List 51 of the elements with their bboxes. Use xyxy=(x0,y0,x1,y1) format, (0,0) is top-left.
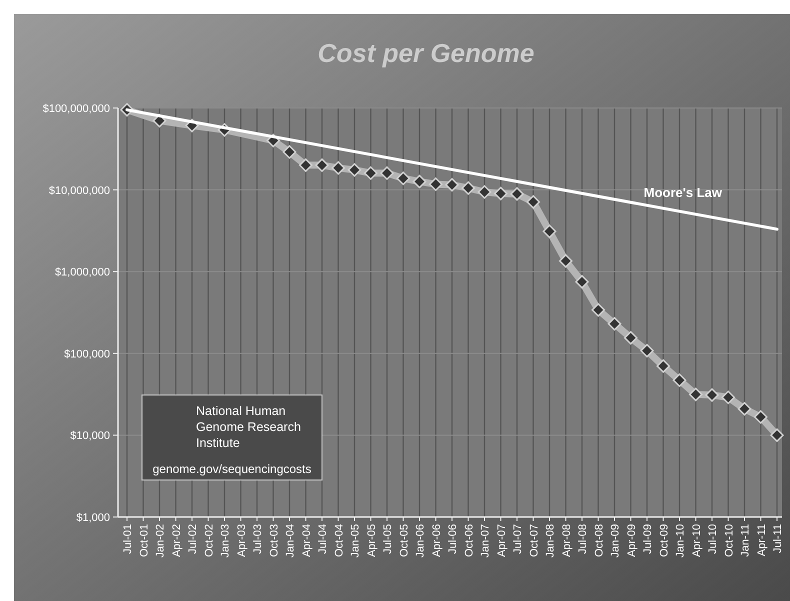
x-tick-label: Jul-11 xyxy=(772,524,784,554)
x-tick-label: Jan-06 xyxy=(414,524,426,558)
x-tick-label: Apr-04 xyxy=(300,524,313,558)
x-tick-label: Jul-01 xyxy=(122,524,134,554)
x-tick-label: Oct-06 xyxy=(463,524,476,558)
x-tick-label: Oct-01 xyxy=(138,524,150,558)
annotation: National Human Genome Research Institute xyxy=(196,404,301,450)
series-label: Moore's Law xyxy=(644,185,723,200)
x-tick-label: Apr-08 xyxy=(560,524,573,558)
x-tick-label: Jul-02 xyxy=(187,524,199,554)
y-tick-label: $10,000,000 xyxy=(48,184,110,197)
x-tick-label: Jan-02 xyxy=(154,524,166,558)
x-tick-label: Jul-09 xyxy=(642,524,654,554)
x-tick-label: Apr-03 xyxy=(236,524,248,558)
x-tick-label: Apr-07 xyxy=(496,524,508,558)
y-tick-label: $1,000,000 xyxy=(54,266,110,279)
x-tick-label: Jan-04 xyxy=(284,524,296,558)
x-tick-label: Oct-03 xyxy=(268,524,280,558)
x-tick-label: Oct-09 xyxy=(658,524,670,558)
x-tick-label: Jan-05 xyxy=(350,524,362,558)
x-tick-label: Jul-03 xyxy=(252,524,264,554)
x-tick-label: Apr-09 xyxy=(626,524,638,558)
y-tick-label: $100,000,000 xyxy=(42,103,110,115)
x-tick-label: Apr-02 xyxy=(170,524,183,558)
x-tick-label: Jul-04 xyxy=(317,524,329,554)
x-tick-label: Jul-08 xyxy=(577,524,589,554)
annotation: genome.gov/sequencingcosts xyxy=(152,462,312,476)
x-tick-label: Jul-07 xyxy=(512,524,524,554)
y-tick-label: $1,000 xyxy=(76,512,110,524)
x-tick-label: Apr-11 xyxy=(756,524,768,556)
x-tick-label: Oct-10 xyxy=(723,524,736,558)
x-tick-label: Oct-02 xyxy=(203,524,216,558)
x-tick-label: Jan-09 xyxy=(610,524,622,558)
x-tick-label: Jan-10 xyxy=(674,524,686,558)
x-tick-label: Oct-08 xyxy=(593,524,606,558)
x-tick-label: Oct-07 xyxy=(528,524,540,558)
x-tick-label: Jan-08 xyxy=(544,524,556,558)
x-tick-label: Apr-06 xyxy=(430,524,443,558)
x-tick-label: Jan-07 xyxy=(480,524,492,558)
x-tick-label: Apr-10 xyxy=(690,524,703,558)
y-tick-label: $100,000 xyxy=(64,348,110,360)
x-tick-label: Jan-03 xyxy=(220,524,232,558)
x-tick-label: Jan-11 xyxy=(740,524,752,557)
x-tick-label: Oct-04 xyxy=(333,524,346,558)
x-tick-label: Jul-10 xyxy=(707,524,719,554)
y-tick-label: $10,000 xyxy=(70,430,110,442)
x-tick-label: Jul-05 xyxy=(382,524,394,554)
x-tick-label: Oct-05 xyxy=(398,524,410,558)
x-tick-label: Apr-05 xyxy=(366,524,378,558)
x-tick-label: Jul-06 xyxy=(447,524,459,554)
chart-title: Cost per Genome xyxy=(318,38,534,68)
